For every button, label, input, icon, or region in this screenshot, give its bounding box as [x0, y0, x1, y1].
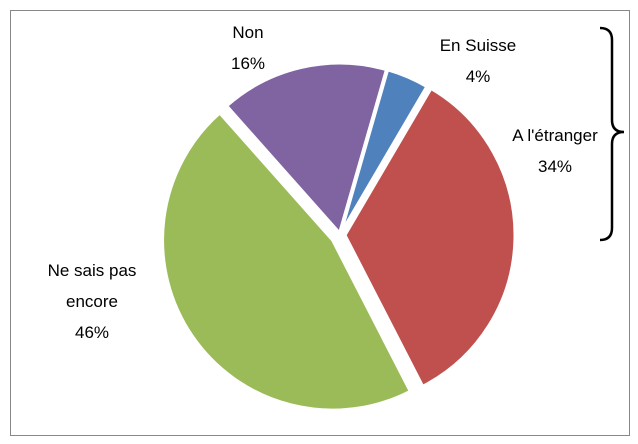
- slice-label: Ne sais pas encore 46%: [40, 255, 144, 348]
- value-label: 4%: [465, 67, 491, 86]
- pie-slice: [161, 110, 413, 412]
- pie-slice: [224, 61, 389, 237]
- slice-label: A l'étranger 34%: [500, 120, 610, 182]
- category-label: A l'étranger: [512, 126, 598, 145]
- category-label: En Suisse: [439, 36, 517, 55]
- category-label: Ne sais pas encore: [47, 261, 137, 311]
- slice-label: En Suisse 4%: [418, 30, 538, 92]
- category-label: Non: [232, 23, 264, 42]
- value-label: 34%: [537, 157, 573, 176]
- bracket: [599, 26, 625, 242]
- pie-slice: [343, 86, 517, 389]
- slice-label: Non 16%: [200, 17, 296, 79]
- value-label: 16%: [230, 54, 266, 73]
- value-label: 46%: [74, 323, 110, 342]
